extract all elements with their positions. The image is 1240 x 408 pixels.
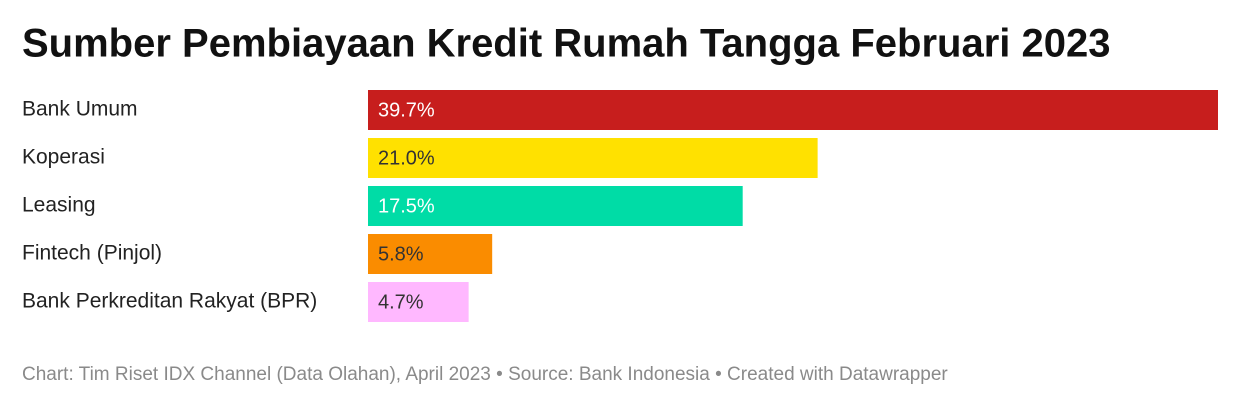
category-label: Fintech (Pinjol) bbox=[22, 242, 162, 265]
category-label: Bank Umum bbox=[22, 98, 138, 121]
footer: Chart: Tim Riset IDX Channel (Data Olaha… bbox=[22, 364, 948, 385]
bar bbox=[368, 90, 1218, 130]
chart-title: Sumber Pembiayaan Kredit Rumah Tangga Fe… bbox=[22, 22, 1110, 66]
category-label: Bank Perkreditan Rakyat (BPR) bbox=[22, 290, 317, 313]
category-label: Leasing bbox=[22, 194, 96, 217]
bar bbox=[368, 186, 743, 226]
category-label: Koperasi bbox=[22, 146, 105, 169]
bar bbox=[368, 138, 818, 178]
bar bbox=[368, 282, 469, 322]
value-label: 17.5% bbox=[378, 195, 435, 217]
value-label: 21.0% bbox=[378, 147, 435, 169]
value-label: 5.8% bbox=[378, 243, 424, 265]
bar bbox=[368, 234, 493, 274]
value-label: 39.7% bbox=[378, 99, 435, 121]
value-label: 4.7% bbox=[378, 291, 424, 313]
